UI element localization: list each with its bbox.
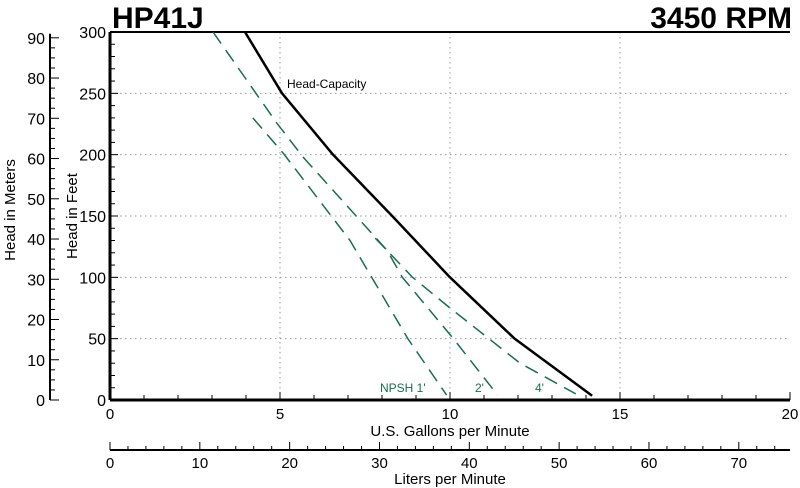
- y2-tick-label: 40: [27, 232, 45, 249]
- x-tick-label: 5: [276, 406, 284, 423]
- x2-tick-label: 10: [191, 455, 208, 472]
- series-label-head-capacity: Head-Capacity: [287, 77, 366, 91]
- x-tick-label: 20: [782, 406, 799, 423]
- series-label-npsh-4: 4': [535, 381, 544, 395]
- x2-tick-label: 20: [281, 455, 298, 472]
- y-tick-label: 300: [79, 25, 106, 42]
- x-tick-label: 15: [612, 406, 629, 423]
- head-capacity-curve: [243, 31, 593, 397]
- axes: 0 5 10 15 2005010015020025030001020304050607…: [27, 25, 798, 472]
- x2-tick-label: 40: [461, 455, 478, 472]
- x2-tick-label: 0: [106, 455, 114, 472]
- y2-tick-label: 80: [27, 71, 45, 88]
- y2-tick-label: 10: [27, 353, 45, 370]
- y-axis-label: Head in Feet: [64, 172, 81, 259]
- npsh-curve: [212, 31, 499, 396]
- grid: [110, 32, 790, 400]
- npsh-curve: [252, 117, 448, 396]
- y-tick-label: 0: [97, 393, 106, 410]
- x2-tick-label: 60: [641, 455, 658, 472]
- y-tick-label: 100: [79, 270, 106, 287]
- y-tick-label: 200: [79, 148, 106, 165]
- series-label-npsh-2: 2': [475, 381, 484, 395]
- x-tick-label: 10: [442, 406, 459, 423]
- x2-axis-label: Liters per Minute: [394, 471, 506, 488]
- x-tick-label: 0: [106, 406, 114, 423]
- x2-tick-label: 70: [730, 455, 747, 472]
- npsh-curve: [374, 237, 577, 395]
- x-axis-label: U.S. Gallons per Minute: [370, 423, 529, 440]
- y2-tick-label: 50: [27, 192, 45, 209]
- y2-tick-label: 60: [27, 152, 45, 169]
- x2-tick-label: 50: [551, 455, 568, 472]
- chart-title: HP41J: [112, 2, 204, 35]
- x2-tick-label: 30: [371, 455, 388, 472]
- y2-axis-label: Head in Meters: [2, 159, 19, 261]
- y2-tick-label: 20: [27, 313, 45, 330]
- chart-subtitle: 3450 RPM: [650, 2, 792, 35]
- series-group: Head-Capacity NPSH 1' 2' 4': [212, 31, 593, 397]
- series-label-npsh-1: NPSH 1': [380, 381, 426, 395]
- y2-tick-label: 30: [27, 272, 45, 289]
- y2-tick-label: 0: [36, 393, 45, 410]
- y-tick-label: 50: [88, 332, 106, 349]
- y2-tick-label: 70: [27, 111, 45, 128]
- y-tick-label: 150: [79, 209, 106, 226]
- y2-tick-label: 90: [27, 31, 45, 48]
- y-tick-label: 250: [79, 86, 106, 103]
